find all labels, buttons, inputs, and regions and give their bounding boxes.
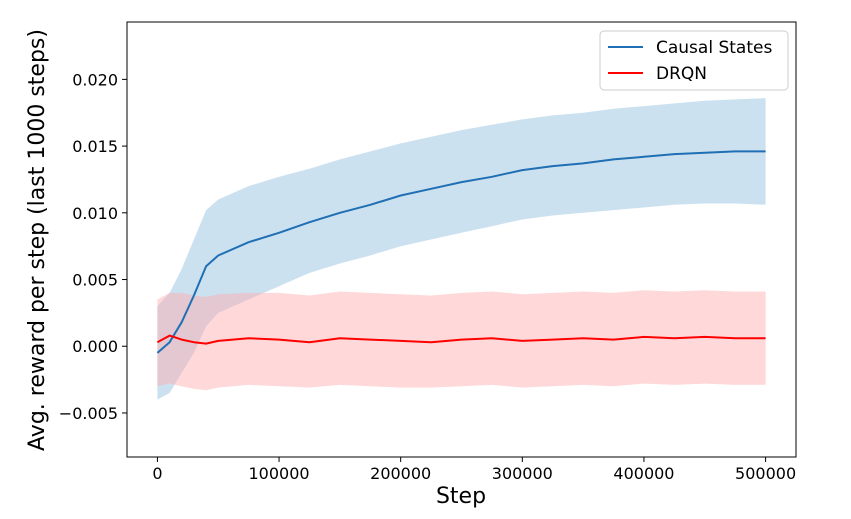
x-tick-label: 300000: [492, 464, 553, 483]
y-axis-label: Avg. reward per step (last 1000 steps): [25, 29, 50, 451]
y-tick-label: 0.005: [72, 271, 118, 290]
x-axis-label: Step: [436, 484, 486, 509]
y-tick-label: −0.005: [59, 404, 118, 423]
y-axis-ticks: −0.005 0.000 0.005 0.010 0.015 0.020: [59, 70, 127, 423]
y-tick-label: 0.010: [72, 204, 118, 223]
x-axis-ticks: 0 100000 200000 300000 400000 500000: [152, 457, 796, 483]
band-causal-states: [157, 98, 766, 400]
plot-frame: [126, 21, 797, 458]
x-tick-label: 400000: [613, 464, 674, 483]
x-tick-label: 100000: [249, 464, 310, 483]
y-tick-label: 0.020: [72, 70, 118, 89]
confidence-bands: [157, 98, 766, 400]
series-lines: [156, 150, 766, 354]
legend-label-causal-states: Causal States: [656, 38, 772, 58]
y-tick-label: 0.015: [72, 137, 118, 156]
y-tick-label: 0.000: [72, 337, 118, 356]
x-tick-label: 500000: [735, 464, 796, 483]
x-tick-label: 200000: [370, 464, 431, 483]
legend-label-drqn: DRQN: [656, 64, 707, 84]
line-causal-states: [156, 150, 766, 354]
legend-box: [599, 30, 789, 91]
x-tick-label: 0: [152, 464, 162, 483]
line-drqn: [156, 334, 766, 345]
legend: Causal States DRQN: [599, 30, 789, 91]
